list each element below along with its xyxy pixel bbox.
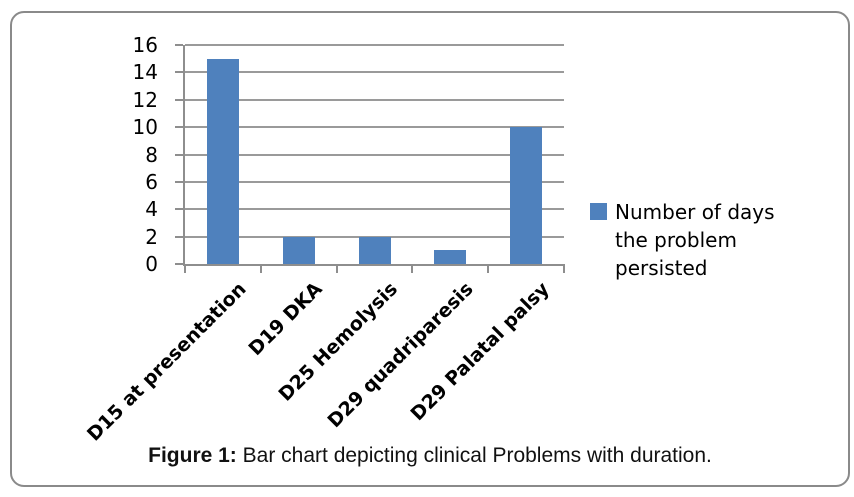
x-axis-labels: D15 at presentation D19 DKA D25 Hemolysis D… [83,278,564,448]
gridline [185,153,564,156]
bar [510,127,543,264]
y-axis-tick [175,126,183,129]
x-axis-tick [411,264,414,273]
y-axis-tick [175,263,183,265]
y-axis-tick [175,208,183,211]
y-axis-label: 12 [132,87,158,112]
x-axis-label: D15 at presentation [82,278,251,446]
x-axis-tick [335,264,338,273]
x-axis-tick [259,264,262,273]
y-axis-label: 10 [132,115,158,140]
figure-frame: 0 2 4 6 8 10 12 14 16 D15 at presentation D19 DKA… [10,11,850,487]
x-axis-tick [184,264,186,273]
y-axis-label: 0 [145,252,158,276]
gridline [185,126,564,129]
x-axis-tick [563,264,565,273]
plot-area [175,44,565,273]
gridline [185,180,564,183]
legend-color-swatch [590,203,607,220]
y-axis-labels: 0 2 4 6 8 10 12 14 16 [90,33,158,290]
figure-caption-text: Bar chart depicting clinical Problems wi… [242,444,712,467]
x-axis-label: D29 Palatal palsy [406,278,554,426]
gridline [185,44,564,46]
bar [358,236,391,264]
y-axis-label: 4 [145,197,158,222]
y-axis-tick [175,153,183,156]
x-axis-label: D19 DKA [244,278,327,361]
y-axis-tick [175,44,183,46]
gridline [185,98,564,101]
bar [434,250,467,264]
y-axis-tick [175,71,183,74]
y-axis-label: 14 [132,60,158,85]
y-axis-label: 8 [145,142,158,167]
gridline [185,71,564,74]
y-axis-tick [175,235,183,238]
bar [282,236,315,264]
y-axis-label: 6 [145,169,158,194]
x-axis-label: D29 quadriparesis [323,278,478,433]
y-axis-tick [175,180,183,183]
bar [206,58,239,264]
legend: Number of days the problem persisted [590,198,793,282]
y-axis-tick [175,98,183,101]
x-axis-tick [487,264,490,273]
figure-caption: Figure 1: Bar chart depicting clinical P… [12,444,848,468]
gridline [185,208,564,211]
y-axis-label: 2 [145,224,158,249]
y-axis-label: 16 [132,33,158,57]
figure-caption-number: Figure 1: [148,444,237,467]
legend-label: Number of days the problem persisted [615,200,775,280]
